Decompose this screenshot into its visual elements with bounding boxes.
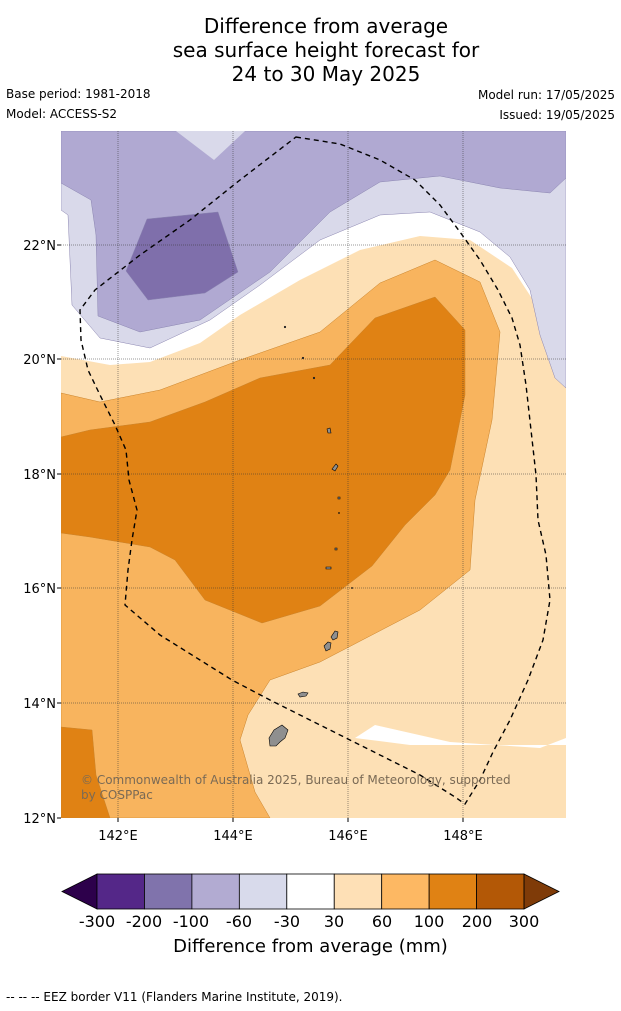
- cbar-tick-neg30: -30: [274, 912, 300, 931]
- island-farallon: [283, 325, 287, 329]
- cbar-tick-300: 300: [509, 912, 540, 931]
- cbar-tick-60: 60: [372, 912, 392, 931]
- colorbar-tick-labels: -300 -200 -100 -60 -30 30 60 100 200 300: [79, 912, 539, 931]
- copyright-line-1: © Commonwealth of Australia 2025, Bureau…: [81, 773, 511, 787]
- island-maug: [301, 356, 305, 360]
- lat-label-22: 22°N: [23, 239, 56, 254]
- model-run-label: Model run: 17/05/2025: [477, 88, 615, 102]
- model-label: Model: ACCESS-S2: [6, 107, 118, 121]
- colorbar-segment: [238, 873, 288, 910]
- cbar-tick-neg200: -200: [126, 912, 162, 931]
- island-guguan: [338, 512, 340, 514]
- copyright-notice: © Commonwealth of Australia 2025, Bureau…: [81, 773, 514, 802]
- island-pagan: [331, 463, 339, 472]
- colorbar-segment: [428, 873, 477, 910]
- axis-ticks: [57, 244, 464, 822]
- colorbar-label: Difference from average (mm): [173, 936, 448, 957]
- island-guam: [268, 724, 289, 747]
- forecast-map: 142°E 144°E 146°E 148°E 22°N 20°N 18°N 1…: [23, 131, 566, 844]
- title-line-3: 24 to 30 May 2025: [231, 62, 421, 86]
- cbar-tick-neg60: -60: [226, 912, 252, 931]
- map-contours: [61, 131, 566, 818]
- colorbar-segment: [476, 873, 525, 910]
- contour-neg60-patch: [176, 131, 245, 160]
- issued-label: Issued: 19/05/2025: [499, 108, 615, 122]
- colorbar: -300 -200 -100 -60 -30 30 60 100 200 300: [61, 873, 560, 931]
- island-asuncion: [312, 376, 316, 380]
- contour-100-200: [61, 296, 466, 624]
- island-tinian: [323, 641, 332, 652]
- colorbar-segment: [381, 873, 430, 910]
- island-alamagan: [337, 496, 341, 500]
- colorbar-segment: [191, 873, 240, 910]
- cbar-tick-neg100: -100: [173, 912, 209, 931]
- colorbar-segment: [333, 873, 383, 910]
- island-saipan: [330, 630, 339, 641]
- contour-100-200-southwest: [61, 726, 111, 818]
- contour-neg200: [125, 211, 239, 301]
- island-agrihan: [326, 427, 332, 434]
- lon-label-142: 142°E: [98, 829, 138, 844]
- lon-label-146: 146°E: [328, 829, 368, 844]
- island-anatahan: [325, 566, 332, 570]
- colorbar-segments: [61, 873, 560, 910]
- map-title: Difference from average sea surface heig…: [0, 14, 621, 86]
- colorbar-extend-high: [523, 873, 560, 910]
- base-period-label: Base period: 1981-2018: [6, 87, 151, 101]
- eez-footnote: -- -- -- EEZ border V11 (Flanders Marine…: [6, 990, 343, 1004]
- island-rota: [297, 691, 309, 698]
- island-sarigan: [334, 547, 338, 551]
- cbar-tick-100: 100: [414, 912, 445, 931]
- colorbar-extend-low: [61, 873, 98, 910]
- lat-label-18: 18°N: [23, 468, 56, 483]
- lat-label-16: 16°N: [23, 582, 56, 597]
- eez-border: [79, 136, 551, 805]
- copyright-line-2: by COSPPac: [81, 788, 153, 802]
- lat-label-20: 20°N: [23, 353, 56, 368]
- graticule: [61, 131, 566, 818]
- lon-label-148: 148°E: [443, 829, 483, 844]
- colorbar-segment: [96, 873, 145, 910]
- islands: [268, 325, 353, 747]
- colorbar-segment: [286, 873, 335, 910]
- lat-label-14: 14°N: [23, 697, 56, 712]
- colorbar-segment: [144, 873, 193, 910]
- cbar-tick-200: 200: [462, 912, 493, 931]
- cbar-tick-neg300: -300: [79, 912, 115, 931]
- title-line-2: sea surface height forecast for: [172, 38, 480, 62]
- lon-label-144: 144°E: [213, 829, 253, 844]
- lat-label-12: 12°N: [23, 812, 56, 827]
- title-line-1: Difference from average: [203, 14, 449, 38]
- cbar-tick-30: 30: [324, 912, 344, 931]
